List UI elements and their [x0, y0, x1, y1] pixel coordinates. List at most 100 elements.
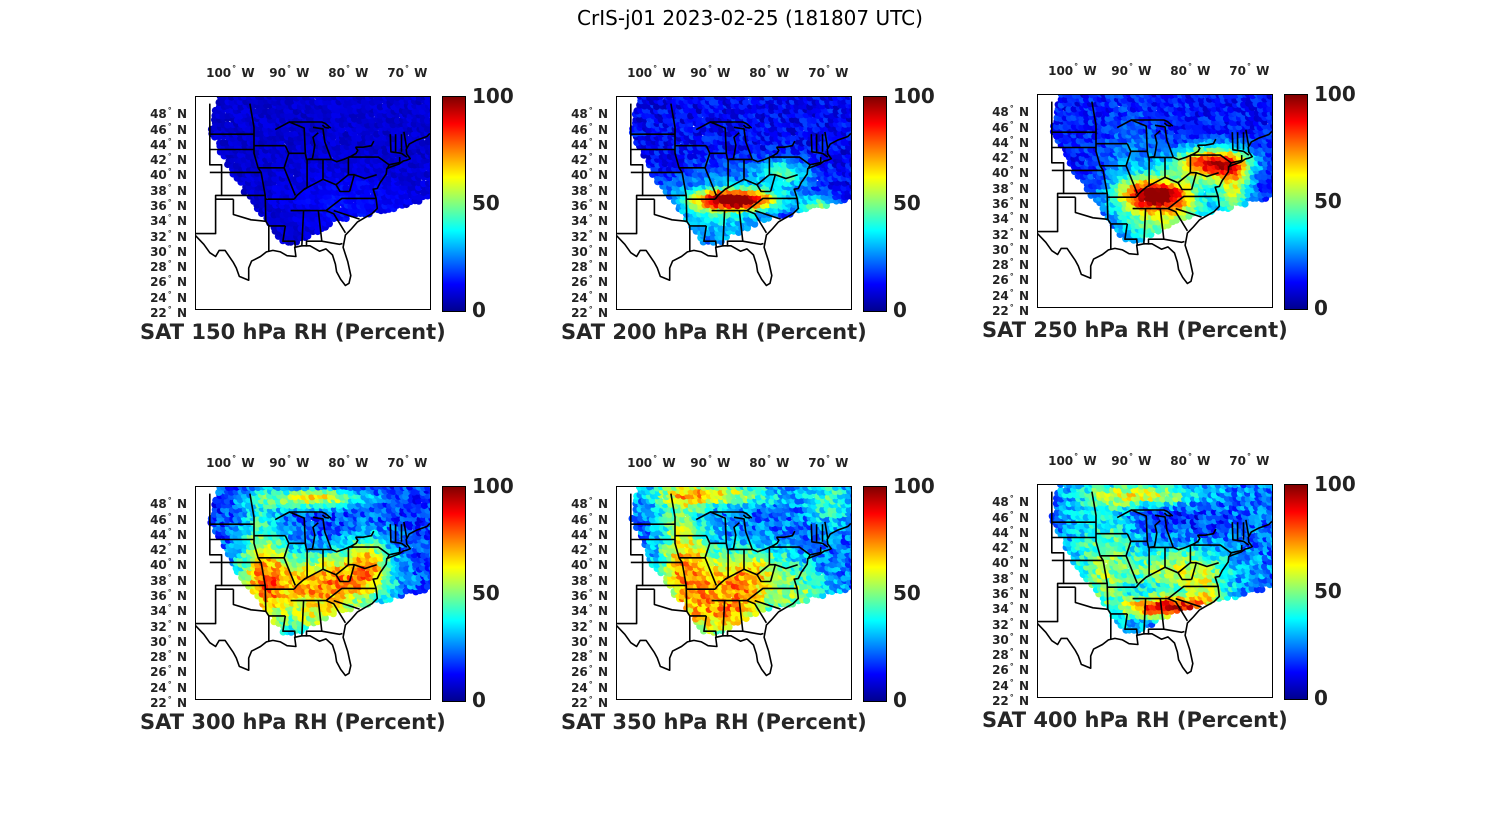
- rh-map: [1037, 94, 1273, 308]
- rh-observation-dot: [1053, 123, 1061, 131]
- latitude-tick-label: 40° N: [571, 167, 608, 183]
- latitude-tick-label: 30° N: [150, 243, 187, 259]
- rh-observation-dot: [241, 139, 249, 147]
- state-boundary-line: [1145, 157, 1150, 188]
- latitude-tick-label: 32° N: [150, 228, 187, 244]
- state-boundary-line: [303, 159, 308, 190]
- state-boundary-line: [1175, 207, 1202, 218]
- rh-observation-dot: [1222, 94, 1230, 99]
- latitude-tick-label: 32° N: [992, 226, 1029, 242]
- state-boundary-line: [1154, 124, 1175, 158]
- latitude-tick-label: 34° N: [150, 213, 187, 229]
- rh-observation-dot: [780, 96, 789, 102]
- rh-observation-dot: [789, 134, 797, 143]
- rh-observation-dot: [687, 125, 695, 134]
- colorbar: [442, 96, 466, 312]
- rh-observation-dot: [742, 98, 750, 106]
- latitude-tick-label: 48° N: [150, 106, 187, 122]
- latitude-tick-label: 24° N: [150, 679, 187, 695]
- latitude-tick-label: 34° N: [571, 213, 608, 229]
- latitude-tick-label: 42° N: [571, 152, 608, 168]
- colorbar: [863, 96, 887, 312]
- latitude-tick-label: 48° N: [150, 496, 187, 512]
- rh-observation-dot: [708, 225, 716, 233]
- rh-observation-dot: [423, 116, 431, 125]
- latitude-tick-label: 48° N: [992, 104, 1029, 120]
- rh-observation-dot: [355, 134, 363, 142]
- state-boundary-line: [724, 159, 729, 190]
- rh-observation-dot: [385, 96, 393, 101]
- colorbar-max-label: 100: [893, 84, 935, 108]
- state-boundaries: [195, 103, 431, 287]
- rh-observation-dot: [274, 96, 282, 101]
- map-panel: 100° W 90° W 80° W 70° W 48° N 46° N 44° N 42° …: [140, 62, 540, 382]
- longitude-tick-label: 70° W: [387, 454, 428, 470]
- rh-observation-dot: [712, 216, 720, 224]
- state-boundary-line: [1167, 207, 1189, 232]
- rh-observation-dot: [224, 121, 232, 129]
- longitude-tick-label: 70° W: [808, 64, 849, 80]
- figure-title: CrIS-j01 2023-02-25 (181807 UTC): [577, 6, 923, 30]
- latitude-tick-label: 22° N: [150, 695, 187, 710]
- latitude-tick-label: 34° N: [150, 603, 187, 619]
- rh-observation-dot: [309, 98, 317, 106]
- rh-observation-dot: [1104, 146, 1112, 154]
- state-boundary-line: [1194, 154, 1232, 167]
- longitude-tick-label: 90° W: [269, 64, 310, 80]
- state-boundaries: [616, 103, 852, 287]
- latitude-tick-label: 24° N: [992, 287, 1029, 303]
- latitude-tick-label: 22° N: [992, 303, 1029, 318]
- state-boundary-line: [733, 126, 754, 160]
- rh-observation-dot: [342, 130, 350, 138]
- rh-observation-dot: [1256, 94, 1264, 100]
- state-boundary-line: [1037, 101, 1065, 233]
- state-boundary-line: [301, 210, 305, 247]
- state-boundary-line: [704, 145, 718, 196]
- panel-title: SAT 250 hPa RH (Percent): [982, 318, 1288, 342]
- state-boundary-line: [283, 145, 297, 196]
- rh-observation-dot: [802, 130, 810, 138]
- state-boundary-line: [289, 121, 332, 129]
- rh-observation-dot: [423, 582, 431, 591]
- colorbar: [1284, 94, 1308, 310]
- state-boundary-line: [1172, 144, 1201, 161]
- state-boundary-line: [1091, 101, 1112, 250]
- rh-observation-dot: [240, 570, 249, 578]
- colorbar-max-label: 100: [472, 84, 514, 108]
- rh-observation-dot: [1222, 114, 1231, 123]
- colorbar-min-label: 0: [472, 298, 486, 322]
- state-boundary-line: [1116, 119, 1149, 152]
- state-boundary-line: [751, 146, 780, 163]
- state-boundary-line: [1231, 132, 1250, 156]
- state-boundary-line: [1131, 119, 1174, 127]
- state-boundary-line: [1190, 172, 1198, 190]
- state-boundary-line: [742, 240, 764, 246]
- rh-observation-dot: [291, 102, 299, 110]
- latitude-tick-label: 40° N: [150, 557, 187, 573]
- longitude-tick-label: 90° W: [269, 454, 310, 470]
- rh-observation-dot: [342, 184, 350, 192]
- map-panel: 100° W 90° W 80° W 70° W 48° N 46° N 44° N 42° …: [982, 60, 1382, 380]
- longitude-tick-label: 80° W: [328, 454, 369, 470]
- colorbar-mid-label: 50: [1314, 189, 1342, 213]
- rh-observation-dot: [359, 570, 367, 578]
- state-boundary-line: [1230, 159, 1242, 164]
- rh-observation-dot: [1121, 128, 1129, 136]
- rh-observation-dot: [1155, 96, 1163, 104]
- rh-observation-dot: [1087, 172, 1095, 180]
- rh-observation-dot: [257, 96, 265, 101]
- colorbar-min-label: 0: [1314, 296, 1328, 320]
- state-boundary-line: [810, 134, 829, 158]
- state-boundary-line: [1177, 172, 1191, 184]
- latitude-tick-label: 46° N: [992, 119, 1029, 135]
- rh-map: [616, 96, 852, 310]
- rh-observation-dot: [1129, 151, 1137, 159]
- latitude-tick-column: 48° N 46° N 44° N 42° N 40° N 38° N 36° N 34° N…: [982, 60, 1029, 340]
- map-frame: [1037, 94, 1273, 308]
- state-boundary-line: [754, 209, 781, 220]
- rh-observation-dot: [1082, 94, 1090, 99]
- rh-observation-dot: [810, 116, 818, 125]
- latitude-tick-label: 26° N: [992, 272, 1029, 288]
- colorbar-mid-label: 50: [893, 191, 921, 215]
- state-boundary-line: [1189, 155, 1219, 178]
